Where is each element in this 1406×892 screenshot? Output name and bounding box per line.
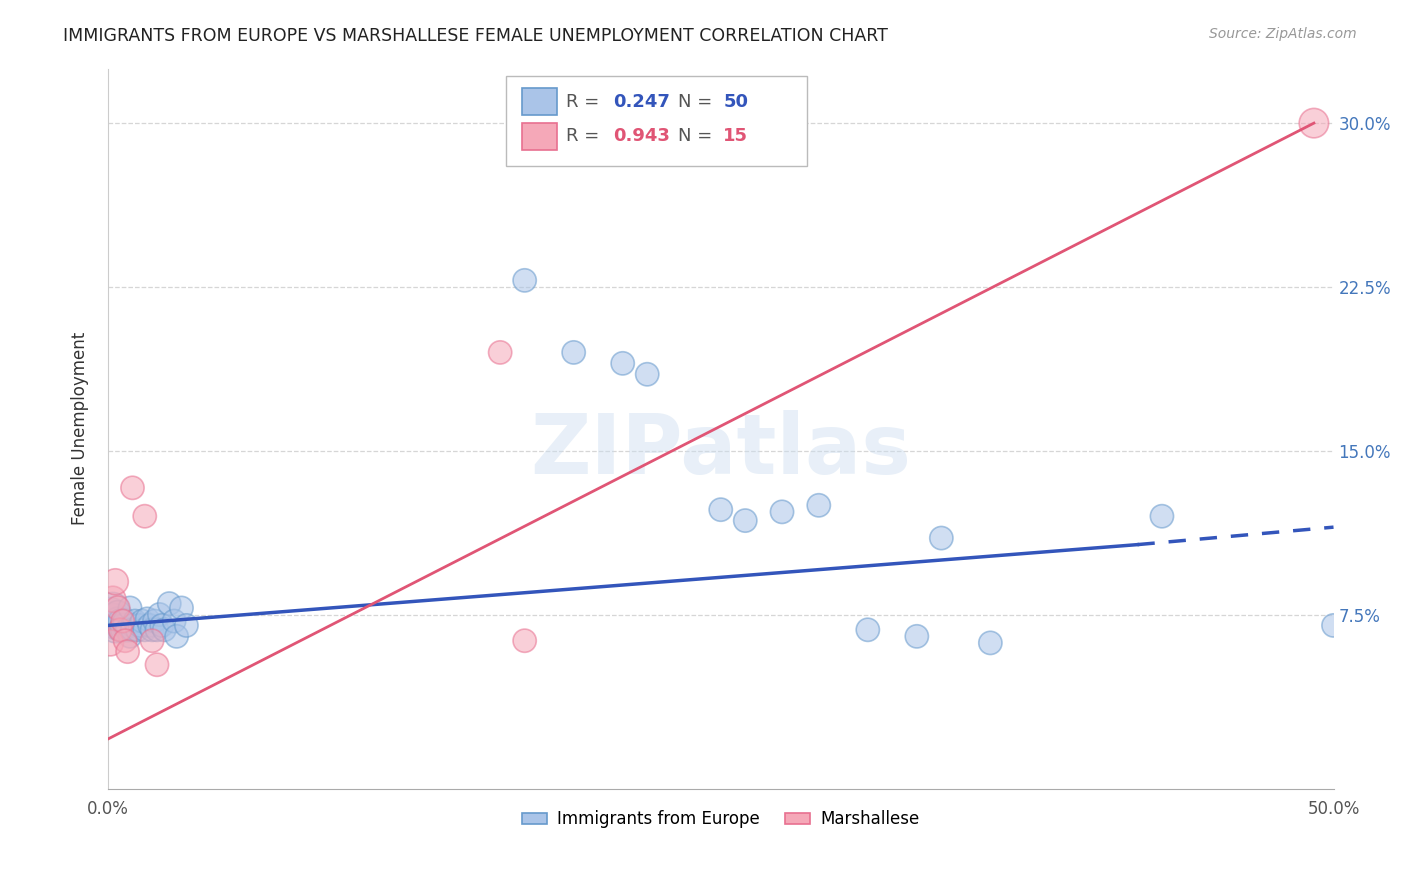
FancyBboxPatch shape — [506, 76, 807, 166]
Point — [114, 618, 136, 632]
Point — [856, 623, 879, 637]
Text: IMMIGRANTS FROM EUROPE VS MARSHALLESE FEMALE UNEMPLOYMENT CORRELATION CHART: IMMIGRANTS FROM EUROPE VS MARSHALLESE FE… — [63, 27, 889, 45]
Point — [146, 657, 169, 672]
Point — [131, 614, 153, 628]
Legend: Immigrants from Europe, Marshallese: Immigrants from Europe, Marshallese — [516, 804, 927, 835]
Point — [121, 481, 143, 495]
Point — [734, 514, 756, 528]
Point — [101, 592, 124, 607]
Y-axis label: Female Unemployment: Female Unemployment — [72, 332, 89, 525]
Point — [513, 633, 536, 648]
Point — [104, 574, 127, 589]
Point — [636, 368, 658, 382]
Text: 0.247: 0.247 — [613, 94, 669, 112]
Point — [807, 498, 830, 512]
Point — [176, 618, 198, 632]
Point — [100, 607, 122, 622]
Text: R =: R = — [567, 94, 606, 112]
Point — [101, 601, 124, 615]
Point — [143, 614, 166, 628]
Point — [136, 612, 159, 626]
Point — [163, 614, 186, 628]
Point — [148, 607, 170, 622]
Point — [166, 629, 188, 643]
Point — [111, 618, 134, 632]
Point — [170, 601, 193, 615]
Point — [114, 633, 136, 648]
Point — [612, 356, 634, 370]
Point — [101, 612, 124, 626]
Point — [153, 623, 176, 637]
Point — [118, 629, 141, 643]
Text: 0.943: 0.943 — [613, 128, 669, 145]
Point — [1322, 618, 1344, 632]
Point — [121, 618, 143, 632]
Point — [117, 623, 139, 637]
Point — [138, 618, 160, 632]
Point — [710, 502, 733, 516]
Point — [121, 623, 143, 637]
Text: 15: 15 — [723, 128, 748, 145]
Point — [104, 623, 127, 637]
Point — [111, 614, 134, 628]
Point — [110, 623, 132, 637]
Text: N =: N = — [678, 128, 718, 145]
Point — [134, 623, 156, 637]
Point — [118, 601, 141, 615]
Point — [1150, 509, 1173, 524]
Point — [150, 618, 173, 632]
Point — [107, 601, 129, 615]
Point — [931, 531, 953, 545]
Point — [905, 629, 928, 643]
Point — [562, 345, 585, 359]
Point — [1302, 116, 1324, 130]
Text: ZIPatlas: ZIPatlas — [530, 410, 911, 491]
FancyBboxPatch shape — [522, 122, 557, 150]
Point — [107, 614, 129, 628]
Point — [146, 623, 169, 637]
Point — [157, 597, 180, 611]
Point — [117, 645, 139, 659]
Point — [100, 636, 122, 650]
Point — [979, 636, 1001, 650]
Point — [128, 618, 150, 632]
Text: R =: R = — [567, 128, 606, 145]
Point — [513, 273, 536, 287]
Point — [134, 509, 156, 524]
Point — [489, 345, 512, 359]
Point — [127, 623, 149, 637]
Point — [110, 614, 132, 628]
Point — [124, 614, 146, 628]
Point — [110, 623, 132, 637]
Point — [141, 623, 163, 637]
Text: 50: 50 — [723, 94, 748, 112]
Text: N =: N = — [678, 94, 718, 112]
Point — [111, 623, 134, 637]
Point — [770, 505, 793, 519]
Point — [107, 607, 129, 622]
Point — [141, 633, 163, 648]
FancyBboxPatch shape — [522, 88, 557, 115]
Point — [104, 618, 127, 632]
Point — [114, 614, 136, 628]
Text: Source: ZipAtlas.com: Source: ZipAtlas.com — [1209, 27, 1357, 41]
